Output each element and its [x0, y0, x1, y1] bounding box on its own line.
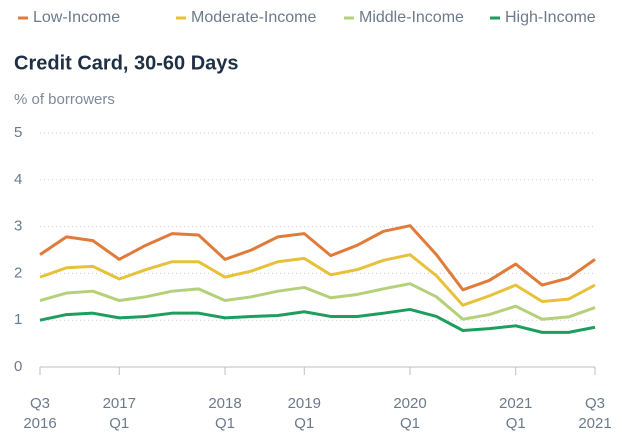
- y-tick-label: 1: [14, 311, 22, 328]
- series-line: [39, 282, 596, 321]
- legend-label: Low-Income: [33, 9, 120, 26]
- series-line: [39, 224, 596, 292]
- x-tick-label: 2021 Q1: [499, 395, 533, 432]
- chart-title: Credit Card, 30-60 Days: [14, 52, 239, 74]
- legend-label: Moderate-Income: [191, 9, 316, 26]
- x-tick-label: Q3 2021: [578, 395, 612, 432]
- series-line: [39, 253, 596, 307]
- y-tick-label: 4: [14, 171, 22, 188]
- series-line: [39, 307, 596, 334]
- y-tick-label: 5: [14, 124, 22, 141]
- x-tick-label: 2018 Q1: [208, 395, 242, 432]
- x-tick-label: Q3 2016: [23, 395, 57, 432]
- x-tick-label: 2020 Q1: [393, 395, 427, 432]
- legend-label: Middle-Income: [359, 9, 464, 26]
- x-tick-label: 2017 Q1: [102, 395, 136, 432]
- y-tick-label: 0: [14, 358, 22, 375]
- x-tick-label: 2019 Q1: [287, 395, 321, 432]
- legend-label: High-Income: [505, 9, 596, 26]
- y-tick-label: 3: [14, 218, 22, 235]
- y-axis-label: % of borrowers: [14, 91, 115, 108]
- y-tick-label: 2: [14, 264, 22, 281]
